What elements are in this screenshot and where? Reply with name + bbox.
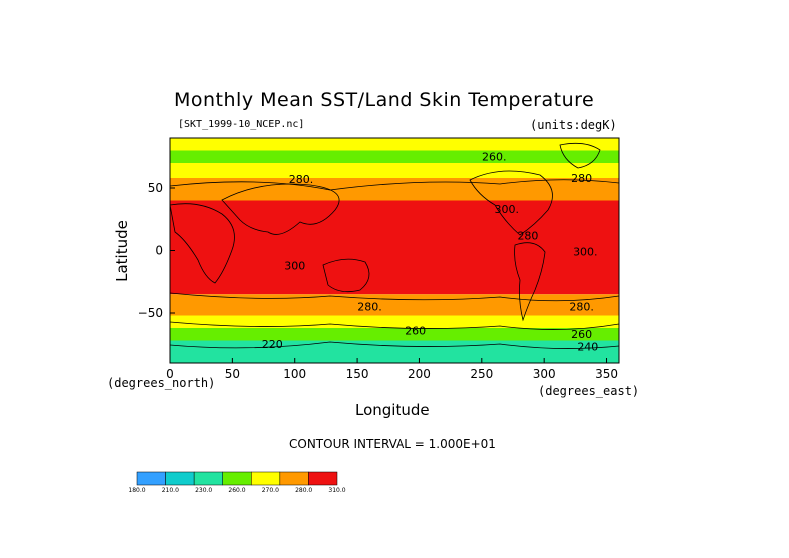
contour-label: 260. — [482, 151, 507, 164]
contour-label: 240 — [577, 341, 598, 354]
temperature-band-1 — [170, 150, 619, 163]
contour-label: 280. — [569, 301, 594, 314]
x-tick-label: 350 — [595, 367, 618, 381]
colorbar-label: 180.0 — [128, 487, 145, 494]
temperature-band-2 — [170, 163, 619, 178]
contour-label: 300 — [284, 259, 305, 272]
x-tick-label: 150 — [346, 367, 369, 381]
chart-title: Monthly Mean SST/Land Skin Temperature — [174, 89, 595, 111]
colorbar-label: 210.0 — [162, 487, 179, 494]
y-tick-label: 0 — [155, 244, 163, 258]
colorbar-label: 260.0 — [228, 487, 245, 494]
north-america-outline — [469, 170, 553, 236]
antarctica-outline — [170, 341, 619, 349]
contour-line — [170, 321, 619, 330]
y-tick-label: 50 — [148, 181, 163, 195]
dataset-file-label: [SKT_1999-10_NCEP.nc] — [178, 119, 305, 130]
colorbar-label: 310.0 — [328, 487, 345, 494]
colorbar-swatch — [136, 471, 166, 486]
y-ticks: 50 0 −50 — [138, 181, 175, 320]
contour-interval-note: CONTOUR INTERVAL = 1.000E+01 — [289, 437, 496, 451]
contour-label: 280 — [571, 172, 592, 185]
greenland-outline — [559, 142, 601, 169]
x-tick-label: 300 — [533, 367, 556, 381]
temperature-band-6 — [170, 315, 619, 328]
y-tick-label: −50 — [138, 306, 163, 320]
colorbar-swatch — [308, 471, 338, 486]
contour-label: 220 — [262, 338, 283, 351]
x-axis-label: Longitude — [355, 401, 430, 419]
x-axis-units-left: (degrees_north) — [107, 376, 216, 390]
south-america-outline — [514, 242, 546, 322]
contour-label: 260 — [571, 328, 592, 341]
australia-outline — [322, 258, 370, 293]
x-ticks: 0 50 100 150 200 250 300 350 — [166, 358, 618, 381]
colorbar-label: 270.0 — [262, 487, 279, 494]
x-tick-label: 50 — [225, 367, 240, 381]
contour-label: 260 — [405, 324, 426, 337]
x-axis-units-right: (degrees_east) — [538, 384, 640, 398]
land-contours — [170, 142, 619, 349]
contour-label: 280 — [517, 229, 538, 242]
units-label: (units:degK) — [530, 118, 617, 132]
temperature-band-5 — [170, 294, 619, 316]
contour-label: 280. — [289, 173, 314, 186]
africa-outline — [170, 203, 235, 284]
temperature-band-7 — [170, 328, 619, 341]
contour-line — [170, 179, 619, 191]
colorbar-swatch — [279, 471, 309, 486]
x-tick-label: 0 — [166, 367, 174, 381]
contour-label: 300. — [573, 246, 598, 259]
colorbar-label: 230.0 — [195, 487, 212, 494]
temperature-band-0 — [170, 138, 619, 151]
colorbar: 180.0 210.0 230.0 260.0 270.0 280.0 310.0 — [128, 471, 346, 494]
colorbar-label: 280.0 — [295, 487, 312, 494]
contour-label: 300. — [495, 203, 520, 216]
colorbar-swatch — [193, 471, 223, 486]
colorbar-swatch — [251, 471, 281, 486]
contour-label: 280. — [357, 301, 382, 314]
temperature-band-8 — [170, 340, 619, 363]
colorbar-swatch — [165, 471, 195, 486]
contour-line — [170, 292, 619, 302]
x-tick-label: 250 — [470, 367, 493, 381]
x-tick-label: 200 — [408, 367, 431, 381]
x-tick-label: 100 — [283, 367, 306, 381]
temperature-band-4 — [170, 200, 619, 295]
temperature-bands — [170, 138, 619, 363]
colorbar-swatch — [222, 471, 252, 486]
